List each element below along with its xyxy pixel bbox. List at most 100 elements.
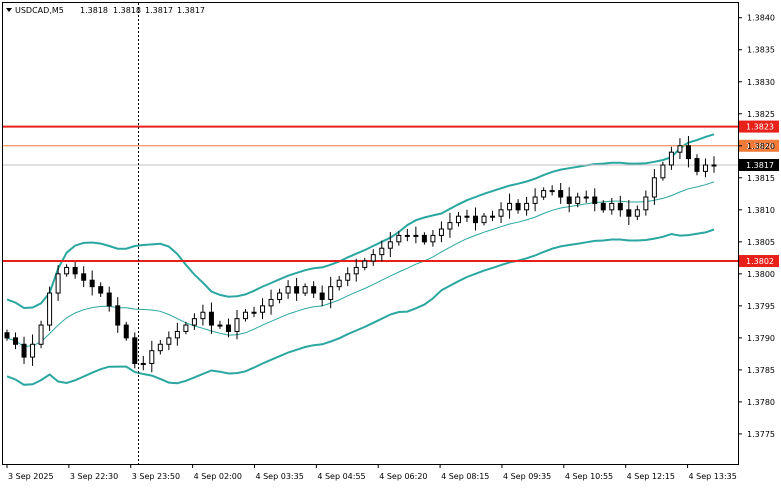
- candle: [490, 210, 496, 222]
- y-tick-label: 1.3820: [747, 142, 775, 151]
- chart-title: USDCAD,M5: [15, 6, 64, 15]
- y-tick-label: 1.3780: [747, 398, 775, 407]
- candle: [583, 190, 589, 203]
- y-tick-label: 1.3825: [747, 110, 775, 119]
- candle: [328, 276, 334, 309]
- level-badge: [739, 255, 779, 268]
- candle: [549, 185, 555, 196]
- candle: [268, 289, 274, 315]
- ohlc-high: 1.3818: [113, 6, 141, 15]
- candle: [634, 205, 640, 221]
- candle: [302, 283, 308, 296]
- candle: [81, 266, 87, 288]
- symbol-dropdown-icon[interactable]: [6, 8, 12, 12]
- x-tick-label: 4 Sep 03:35: [255, 472, 303, 481]
- candle: [685, 135, 691, 168]
- candle: [379, 240, 385, 262]
- candle: [370, 249, 376, 266]
- candle: [183, 321, 189, 335]
- candle: [208, 302, 214, 334]
- candle: [447, 212, 453, 238]
- candle: [660, 161, 666, 181]
- candle: [413, 226, 419, 244]
- candle: [396, 231, 402, 246]
- candle: [362, 257, 368, 271]
- ohlc-low: 1.3817: [145, 6, 173, 15]
- candle: [592, 188, 598, 212]
- candle: [651, 169, 657, 205]
- candle: [430, 230, 436, 247]
- x-tick-label: 4 Sep 13:35: [689, 472, 737, 481]
- candle: [702, 158, 708, 178]
- x-tick-label: 4 Sep 06:20: [379, 472, 427, 481]
- upper-band-line: [6, 133, 715, 310]
- candle: [55, 265, 61, 301]
- candle: [191, 313, 197, 330]
- candle: [38, 320, 44, 349]
- x-tick-label: 3 Sep 23:50: [132, 472, 180, 481]
- plot-frame: [2, 2, 739, 465]
- current-price-label: 1.3817: [746, 161, 774, 170]
- candle: [72, 262, 78, 279]
- x-tick-label: 4 Sep 12:15: [627, 472, 675, 481]
- candle: [30, 334, 36, 366]
- candle: [157, 339, 163, 355]
- x-tick-label: 4 Sep 08:15: [441, 472, 489, 481]
- candle: [566, 187, 572, 213]
- candle: [115, 297, 121, 333]
- candle: [4, 329, 10, 341]
- candle: [345, 267, 351, 287]
- candle: [524, 196, 530, 216]
- candle: [626, 200, 632, 226]
- candle: [123, 321, 129, 341]
- candle: [98, 282, 104, 297]
- candle: [609, 198, 615, 215]
- candle: [166, 331, 172, 351]
- candle: [140, 355, 146, 371]
- candle: [21, 336, 27, 364]
- candle: [174, 322, 180, 346]
- candle: [353, 258, 359, 282]
- candle: [285, 280, 291, 299]
- x-tick-label: 3 Sep 2025: [8, 472, 54, 481]
- candle: [387, 232, 393, 258]
- x-tick-label: 4 Sep 02:00: [194, 472, 242, 481]
- candle: [277, 288, 283, 304]
- candle: [711, 156, 717, 173]
- candle: [200, 304, 206, 326]
- candle: [438, 221, 444, 243]
- candle: [694, 154, 700, 176]
- current-price-badge: [739, 158, 779, 171]
- candle: [481, 213, 487, 226]
- y-tick-label: 1.3775: [747, 430, 775, 439]
- candle: [260, 298, 266, 320]
- y-tick-label: 1.3805: [747, 238, 775, 247]
- candle: [498, 202, 504, 224]
- candle: [106, 286, 112, 312]
- candle: [541, 187, 547, 200]
- candle: [515, 199, 521, 214]
- y-tick-label: 1.3800: [747, 270, 775, 279]
- y-tick-label: 1.3835: [747, 46, 775, 55]
- level-badge-label: 1.3823: [746, 123, 774, 132]
- ohlc-close: 1.3817: [177, 6, 205, 15]
- candle: [464, 209, 470, 223]
- candle: [311, 281, 317, 298]
- y-tick-label: 1.3785: [747, 366, 775, 375]
- candle: [217, 320, 223, 329]
- y-tick-label: 1.3810: [747, 206, 775, 215]
- candle: [575, 192, 581, 208]
- y-tick-label: 1.3790: [747, 334, 775, 343]
- x-tick-label: 4 Sep 09:35: [503, 472, 551, 481]
- candle: [421, 232, 427, 245]
- level-badge-label: 1.3802: [746, 257, 774, 266]
- candle: [294, 277, 300, 301]
- candle: [225, 318, 231, 338]
- level-badge-label: 1.3820: [746, 142, 774, 151]
- candle: [319, 285, 325, 307]
- candle: [472, 207, 478, 231]
- x-tick-label: 4 Sep 04:55: [317, 472, 365, 481]
- candle: [558, 183, 564, 204]
- level-badge: [739, 120, 779, 133]
